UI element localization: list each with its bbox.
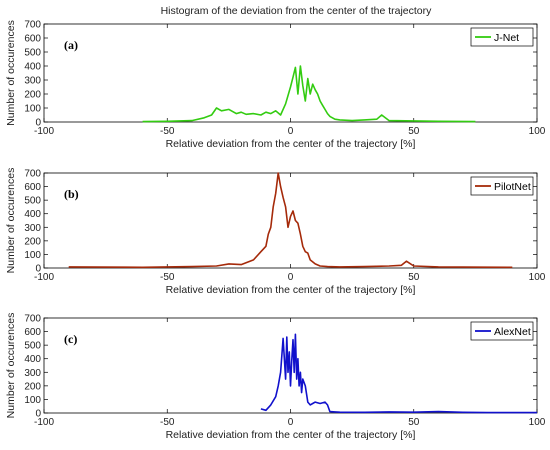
chart-panel-b: 0 100 200 300 400 500 600 700 -100 -50 0 50 100 Relat… — [5, 168, 546, 296]
panel-label: (c) — [64, 332, 77, 346]
y-tick-label: 300 — [24, 368, 41, 379]
x-tick-label: 50 — [408, 272, 420, 283]
y-tick-label: 0 — [35, 409, 41, 420]
legend-label: PilotNet — [494, 181, 531, 193]
x-tick-label: 0 — [288, 126, 294, 137]
x-tick-label: -100 — [34, 272, 54, 283]
y-tick-label: 200 — [24, 90, 41, 101]
x-tick-label: 50 — [408, 126, 420, 137]
panel-label: (b) — [64, 187, 79, 201]
x-tick-label: -50 — [160, 272, 175, 283]
legend-box — [470, 176, 534, 196]
y-tick-label: 500 — [24, 196, 41, 207]
y-tick-label: 600 — [24, 182, 41, 193]
x-tick-label: -50 — [160, 417, 175, 428]
x-axis-label: Relative deviation from the center of th… — [166, 429, 416, 441]
series-line-pilotnet — [68, 172, 513, 269]
y-tick-label: 500 — [24, 341, 41, 352]
x-tick-label: -50 — [160, 126, 175, 137]
series-line-alexnet — [260, 333, 537, 414]
y-tick-label: 100 — [24, 250, 41, 261]
y-tick-label: 700 — [24, 20, 41, 31]
x-tick-label: 100 — [529, 417, 546, 428]
y-tick-label: 300 — [24, 223, 41, 234]
x-tick-label: 100 — [529, 126, 546, 137]
legend-box — [470, 27, 534, 47]
y-tick-label: 200 — [24, 236, 41, 247]
legend-box — [470, 321, 534, 341]
y-tick-label: 400 — [24, 354, 41, 365]
y-tick-label: 400 — [24, 209, 41, 220]
panel-label: (a) — [64, 38, 78, 52]
y-tick-label: 200 — [24, 381, 41, 392]
y-tick-label: 500 — [24, 48, 41, 59]
y-axis-label: Number of occurences — [5, 20, 17, 126]
axes-frame — [43, 23, 538, 123]
axes-frame — [43, 172, 538, 269]
x-tick-label: -100 — [34, 126, 54, 137]
figure-title: Histogram of the deviation from the cent… — [161, 5, 433, 17]
y-tick-label: 100 — [24, 395, 41, 406]
x-tick-label: 0 — [288, 417, 294, 428]
legend-label: J-Net — [494, 32, 519, 44]
y-tick-label: 0 — [35, 118, 41, 129]
y-tick-label: 700 — [24, 314, 41, 325]
y-tick-label: 700 — [24, 169, 41, 180]
x-tick-label: 100 — [529, 272, 546, 283]
y-axis-label: Number of occurences — [5, 168, 17, 274]
legend-label: AlexNet — [494, 326, 531, 338]
y-tick-label: 300 — [24, 76, 41, 87]
x-tick-label: -100 — [34, 417, 54, 428]
y-tick-label: 600 — [24, 327, 41, 338]
y-axis-label: Number of occurences — [5, 313, 17, 419]
x-axis-label: Relative deviation from the center of th… — [166, 138, 416, 150]
chart-panel-c: 0 100 200 300 400 500 600 700 -100 -50 0 50 100 Relat… — [5, 313, 546, 441]
series-line-j-net — [142, 65, 476, 123]
y-tick-label: 600 — [24, 34, 41, 45]
x-axis-label: Relative deviation from the center of th… — [166, 284, 416, 296]
x-tick-label: 0 — [288, 272, 294, 283]
y-tick-label: 400 — [24, 62, 41, 73]
chart-panel-a: 0 100 200 300 400 500 600 700 -100 -50 0 50 100 Relat… — [5, 20, 546, 151]
y-tick-label: 100 — [24, 104, 41, 115]
y-tick-label: 0 — [35, 264, 41, 275]
x-tick-label: 50 — [408, 417, 420, 428]
